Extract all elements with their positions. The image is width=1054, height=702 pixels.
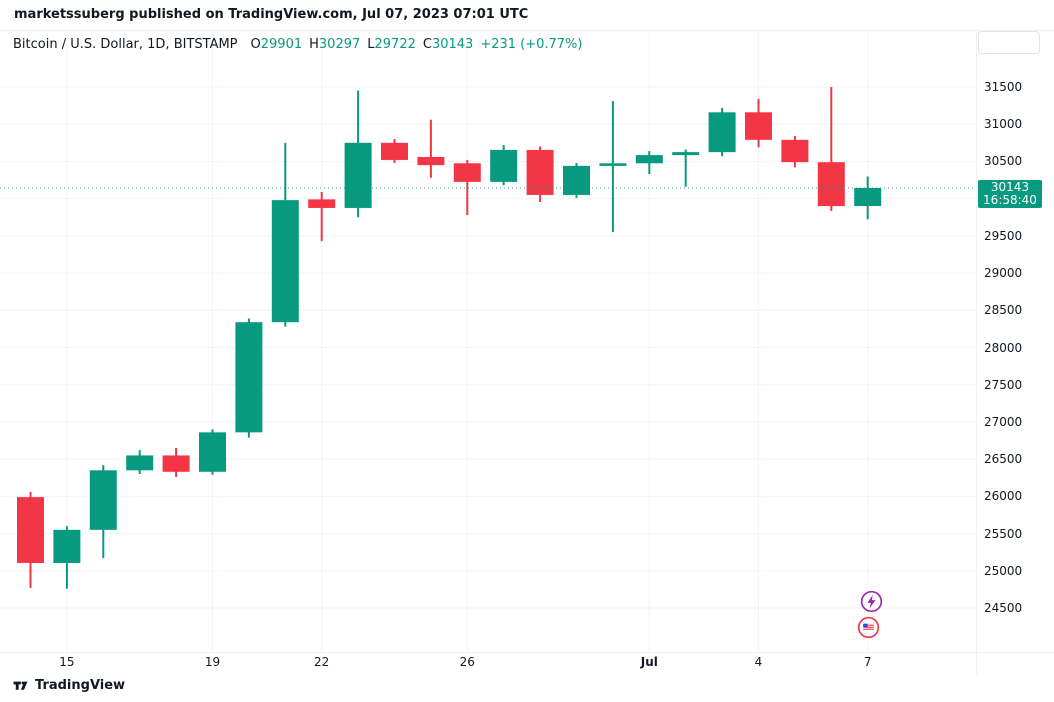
candle-body [53, 529, 81, 563]
price-tick-label: 27500 [984, 377, 1023, 392]
candle-body [490, 149, 518, 182]
candle-body [417, 156, 445, 166]
time-tick-label: 4 [754, 655, 763, 669]
candle-jul-5 [781, 136, 809, 168]
candle-jun-17 [126, 450, 154, 475]
time-axis-separator [0, 652, 1054, 653]
candle-body [635, 155, 663, 164]
time-tick-label: Jul [640, 655, 658, 669]
candle-jun-19 [199, 429, 226, 475]
ohlc-low: L29722 [367, 37, 416, 52]
price-tick-label: 29000 [984, 266, 1023, 281]
price-tick-label: 25500 [984, 526, 1023, 541]
flag-badge-icon[interactable] [857, 616, 880, 639]
candle-jun-29 [563, 162, 590, 198]
candle-body [563, 165, 590, 195]
price-tick-label: 24500 [984, 601, 1023, 615]
candle-jul-6 [817, 87, 845, 211]
candle-body [745, 112, 772, 140]
candle-jul-2 [672, 149, 700, 187]
candle-body [199, 432, 226, 472]
candle-jun-21 [271, 142, 299, 327]
candle-body [17, 497, 44, 563]
candle-jul-1 [635, 151, 663, 175]
price-tick-label: 31500 [984, 80, 1023, 94]
candle-jun-27 [490, 145, 518, 186]
candle-jun-23 [344, 90, 372, 218]
candle-body [162, 455, 190, 472]
candle-body [599, 163, 627, 166]
candle-jun-22 [308, 191, 336, 242]
candle-body [126, 455, 154, 471]
candle-body [235, 322, 263, 433]
price-axis[interactable]: 30143 16:58:40 3150031000305003000029500… [977, 30, 1054, 652]
price-tick-label: 28000 [984, 340, 1023, 355]
ohlc-open: O29901 [250, 37, 303, 52]
candle-body [89, 470, 117, 530]
candle-jun-30 [599, 101, 627, 233]
time-tick-label: 22 [314, 655, 330, 669]
candle-jul-4 [745, 98, 772, 148]
chart-top-border [0, 30, 1054, 31]
candle-body [271, 200, 299, 323]
tradingview-logo-icon [12, 677, 29, 694]
candle-body [781, 139, 809, 163]
candle-body [526, 149, 554, 195]
attribution-text: marketssuberg published on TradingView.c… [14, 7, 529, 22]
footer-brand[interactable]: TradingView [12, 677, 125, 694]
candle-jun-28 [526, 146, 554, 202]
price-tick-label: 31000 [984, 117, 1023, 132]
candle-jul-3 [708, 107, 736, 157]
time-tick-label: 7 [863, 655, 872, 669]
lightning-badge-icon[interactable] [860, 590, 883, 613]
price-tick-label: 30500 [984, 154, 1023, 169]
candle-body [708, 112, 736, 153]
price-tick-label: 29500 [984, 228, 1023, 243]
candle-body [817, 162, 845, 207]
candle-jun-16 [89, 465, 117, 559]
price-tick-label: 26000 [984, 489, 1023, 504]
candle-body [308, 199, 336, 208]
candle-body [453, 163, 481, 182]
time-axis[interactable]: 15 19 22 26 Jul 4 7 [0, 653, 976, 674]
candle-jun-14 [17, 491, 44, 588]
candle-body [672, 152, 700, 156]
price-tick-label: 25000 [984, 563, 1023, 578]
candle-jun-26 [453, 159, 481, 216]
change-value: +231 (+0.77%) [480, 37, 583, 52]
time-tick-label: 26 [459, 655, 475, 669]
bar-countdown: 16:58:40 [983, 192, 1037, 207]
price-tick-label: 27000 [984, 414, 1023, 429]
candle-jul-7 [854, 176, 882, 220]
candle-jun-20 [235, 318, 263, 438]
candle-jun-24 [381, 139, 408, 163]
time-tick-label: 15 [59, 655, 75, 669]
top-right-box[interactable] [978, 31, 1040, 54]
brand-name: TradingView [35, 678, 126, 693]
candle-body [344, 142, 372, 208]
candle-jun-25 [417, 119, 445, 178]
price-axis-separator [976, 30, 977, 674]
candlestick-plot[interactable] [0, 30, 976, 652]
last-price-badge: 30143 16:58:40 [978, 179, 1042, 208]
symbol-title[interactable]: Bitcoin / U.S. Dollar, 1D, BITSTAMP [13, 37, 238, 52]
symbol-legend: Bitcoin / U.S. Dollar, 1D, BITSTAMP O2990… [13, 37, 582, 52]
time-tick-label: 19 [204, 655, 221, 669]
last-price-value: 30143 [990, 179, 1030, 194]
candle-body [854, 187, 882, 207]
candle-jun-18 [162, 447, 190, 478]
ohlc-close: C30143 [422, 37, 474, 52]
candle-body [381, 142, 408, 160]
price-tick-label: 28500 [984, 303, 1023, 318]
price-tick-label: 26500 [984, 452, 1023, 467]
ohlc-high: H30297 [309, 37, 361, 52]
candle-jun-15 [53, 526, 81, 589]
